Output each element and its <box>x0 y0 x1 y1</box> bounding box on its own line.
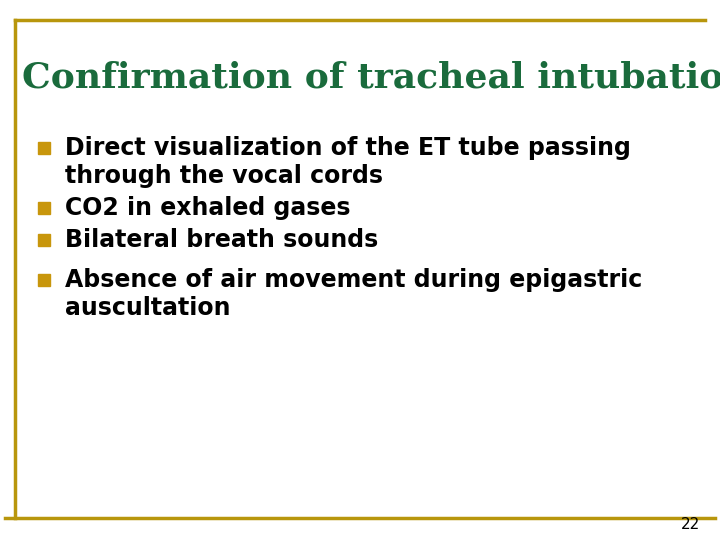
Text: Confirmation of tracheal intubation:: Confirmation of tracheal intubation: <box>22 60 720 94</box>
Text: Direct visualization of the ET tube passing: Direct visualization of the ET tube pass… <box>65 136 631 160</box>
Bar <box>38 274 50 286</box>
Text: through the vocal cords: through the vocal cords <box>65 164 383 188</box>
Bar <box>38 234 50 246</box>
Text: Bilateral breath sounds: Bilateral breath sounds <box>65 228 378 252</box>
Bar <box>38 202 50 214</box>
Text: Absence of air movement during epigastric: Absence of air movement during epigastri… <box>65 268 642 292</box>
Text: CO2 in exhaled gases: CO2 in exhaled gases <box>65 196 351 220</box>
Bar <box>38 142 50 154</box>
Text: auscultation: auscultation <box>65 296 230 320</box>
Text: 22: 22 <box>680 517 700 532</box>
